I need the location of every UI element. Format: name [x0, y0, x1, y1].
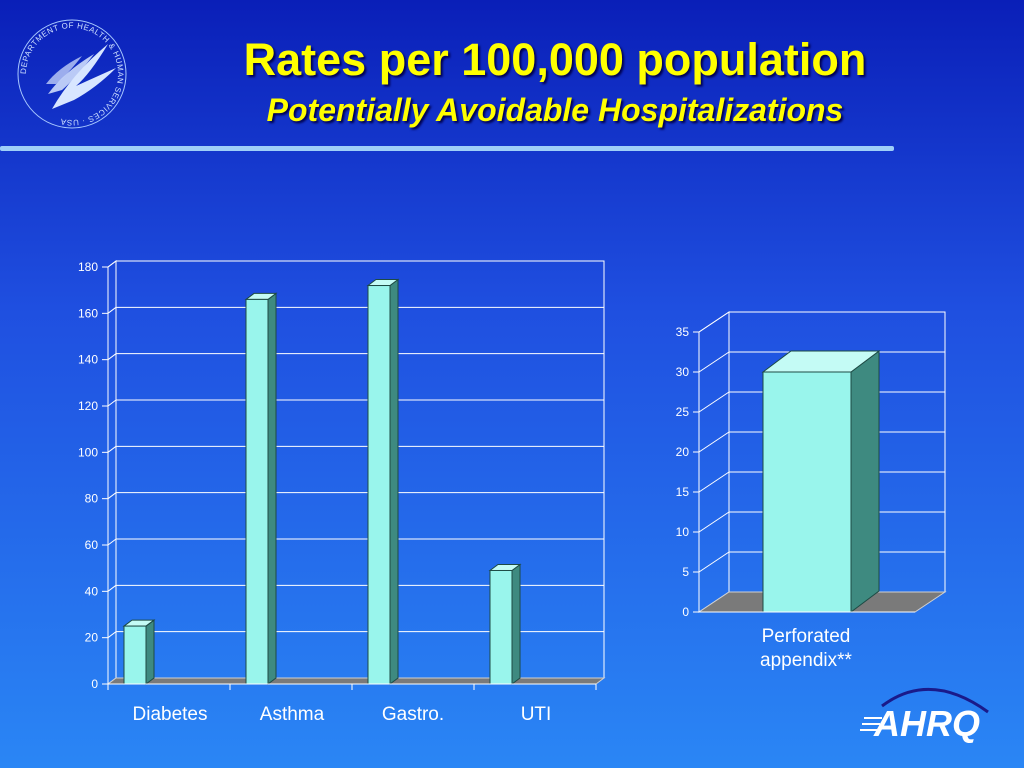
- bar-side-face: [145, 619, 155, 685]
- eagle-icon: [46, 44, 116, 109]
- bar-side-face: [511, 563, 521, 685]
- bar-side-face: [850, 350, 880, 613]
- gridline-side: [698, 511, 730, 533]
- logo-text: AHRQ: [873, 703, 980, 744]
- x-category-label: appendix**: [760, 650, 853, 671]
- gridline-side: [107, 631, 117, 639]
- bar-perforated-appendix: [761, 350, 881, 613]
- x-category-label: Gastro.: [382, 704, 444, 725]
- y-tick-label: 120: [78, 399, 98, 413]
- y-tick-label: 30: [676, 365, 690, 379]
- bar-front-face: [123, 625, 147, 685]
- y-tick-label: 160: [78, 306, 98, 320]
- chart-side-wall: [698, 311, 730, 613]
- chart-back-wall: [115, 260, 605, 679]
- title-divider: [0, 146, 894, 151]
- y-tick-label: 60: [85, 538, 99, 552]
- gridline-side: [107, 445, 117, 453]
- y-tick-label: 0: [91, 677, 98, 691]
- y-tick-label: 180: [78, 260, 98, 274]
- y-tick-label: 15: [676, 485, 690, 499]
- bar-front-face: [245, 298, 269, 685]
- bar-chart-left: 0 20 40 60 80 100 120 140 160 180 Diabetes Asthma Ga…: [78, 260, 606, 725]
- bar-uti: [488, 563, 522, 685]
- gridline-side: [698, 391, 730, 413]
- gridline-side: [698, 551, 730, 573]
- bar-diabetes: [122, 619, 156, 685]
- gridline-side: [698, 311, 730, 333]
- bar-chart-right: 0 5 10 15 20 25 30 35 Perforated appendix**: [676, 311, 947, 671]
- y-tick-label: 20: [676, 445, 690, 459]
- slide-subtitle: Potentially Avoidable Hospitalizations: [266, 92, 844, 128]
- x-category-label: Asthma: [260, 704, 325, 725]
- bar-gastro: [366, 278, 400, 685]
- gridline-side: [107, 492, 117, 500]
- bar-front-face: [762, 371, 852, 613]
- gridline-side: [107, 538, 117, 546]
- hhs-seal-logo: DEPARTMENT OF HEALTH & HUMAN SERVICES · …: [17, 19, 127, 129]
- y-tick-label: 0: [682, 605, 689, 619]
- gridline-side: [698, 471, 730, 493]
- y-tick-label: 5: [682, 565, 689, 579]
- gridline-side: [107, 306, 117, 314]
- bar-asthma: [244, 292, 278, 685]
- logo-arc-icon: [881, 688, 989, 714]
- x-category-label: Perforated: [762, 626, 851, 647]
- slide-title: Rates per 100,000 population: [243, 34, 867, 85]
- chart-floor: [106, 677, 606, 685]
- gridline-side: [107, 260, 117, 268]
- bar-front-face: [367, 285, 391, 685]
- bar-side-face: [267, 292, 277, 685]
- x-category-label: Diabetes: [133, 704, 208, 725]
- gridline-side: [698, 351, 730, 373]
- y-tick-label: 25: [676, 405, 690, 419]
- ahrq-logo: AHRQ: [860, 688, 989, 744]
- y-tick-label: 80: [85, 492, 99, 506]
- gridline-side: [698, 431, 730, 453]
- y-tick-label: 100: [78, 445, 98, 459]
- bar-side-face: [389, 278, 399, 685]
- y-tick-label: 10: [676, 525, 690, 539]
- gridline-side: [107, 399, 117, 407]
- chart-side-wall: [107, 260, 117, 685]
- bar-front-face: [489, 569, 513, 685]
- gridline-side: [107, 353, 117, 361]
- y-tick-label: 40: [85, 584, 99, 598]
- y-tick-label: 20: [85, 631, 99, 645]
- x-category-label: UTI: [521, 704, 552, 725]
- y-tick-label: 35: [676, 325, 690, 339]
- logo-speed-lines-icon: [860, 717, 882, 731]
- gridline-side: [107, 584, 117, 592]
- y-tick-label: 140: [78, 353, 98, 367]
